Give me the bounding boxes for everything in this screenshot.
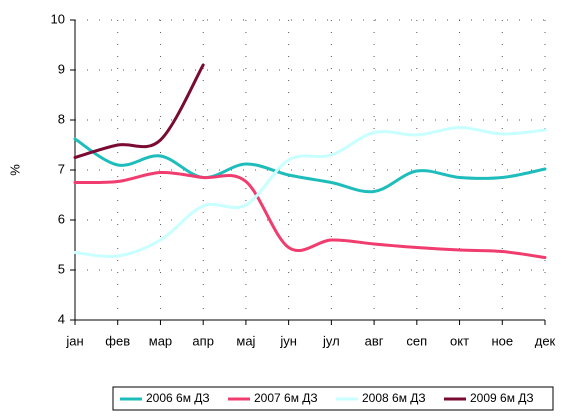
series-line [73, 170, 547, 259]
x-tick-label: јул [322, 333, 340, 348]
y-tick-label: 9 [58, 61, 65, 76]
x-tick-label: мар [149, 333, 172, 348]
y-tick-label: 7 [58, 161, 65, 176]
series-line [73, 137, 547, 194]
x-tick-label: ное [491, 333, 513, 348]
x-tick-label: мај [236, 333, 255, 348]
series-line [73, 125, 547, 258]
x-tick-label: фев [105, 333, 130, 348]
x-tick-label: дек [535, 333, 556, 348]
y-tick-label: 6 [58, 211, 65, 226]
legend-label: 2007 6м ДЗ [254, 391, 318, 405]
y-tick-label: 8 [58, 111, 65, 126]
x-tick-label: авг [365, 333, 384, 348]
legend-label: 2006 6м ДЗ [146, 391, 210, 405]
x-tick-label: окт [450, 333, 469, 348]
legend-label: 2008 6м ДЗ [362, 391, 426, 405]
y-tick-label: 4 [58, 311, 65, 326]
x-tick-label: јун [279, 333, 297, 348]
y-tick-label: 5 [58, 261, 65, 276]
x-tick-label: апр [192, 333, 214, 348]
y-tick-label: 10 [51, 11, 65, 26]
series-line [73, 63, 205, 159]
x-tick-label: сеп [406, 333, 427, 348]
y-axis-label: % [7, 164, 22, 176]
legend-box [112, 386, 554, 411]
x-tick-label: јан [65, 333, 83, 348]
legend-label: 2009 6м ДЗ [470, 391, 534, 405]
